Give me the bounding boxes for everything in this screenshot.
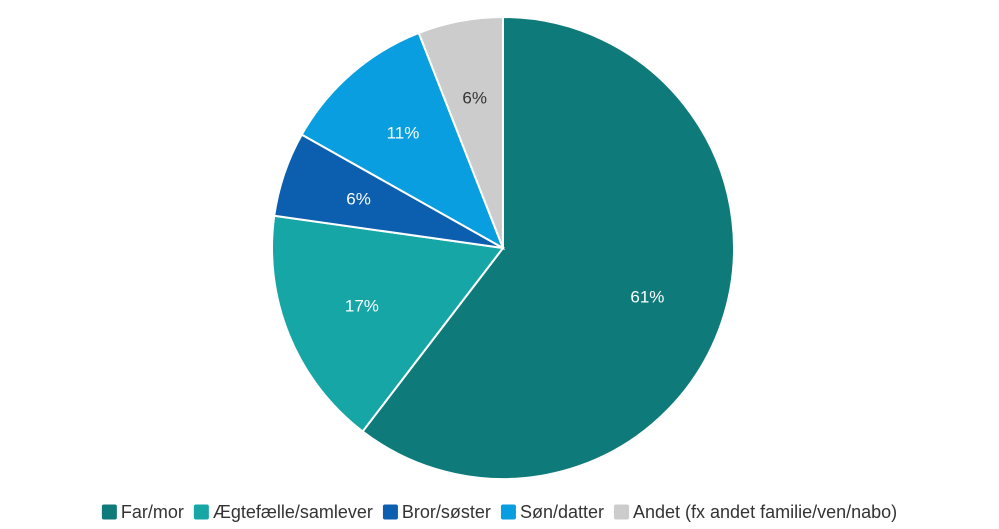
legend-swatch-bror-s-ster bbox=[382, 504, 398, 520]
legend-item-s-n-datter: Søn/datter bbox=[500, 502, 604, 522]
legend-item-andet-fx-andet-familie-ven-nabo: Andet (fx andet familie/ven/nabo) bbox=[613, 502, 897, 522]
pie-slice-gtef-lle-samlever bbox=[271, 214, 505, 433]
legend-swatch-gtef-lle-samlever bbox=[193, 504, 209, 520]
legend-item-gtef-lle-samlever: Ægtefælle/samlever bbox=[193, 502, 373, 522]
slice-label-s-n-datter: 11% bbox=[387, 123, 420, 142]
legend-item-far-mor: Far/mor bbox=[101, 502, 184, 522]
pie-slice-andet-fx-andet-familie-ven-nabo bbox=[417, 15, 504, 249]
slice-label-andet-fx-andet-familie-ven-nabo: 6% bbox=[462, 89, 487, 108]
legend-swatch-far-mor bbox=[101, 504, 117, 520]
legend-label-far-mor: Far/mor bbox=[121, 502, 184, 522]
slice-labels: 61% 17% 6% 11% 6% bbox=[345, 89, 665, 316]
slice-label-far-mor: 61% bbox=[630, 287, 664, 306]
legend-label-andet-fx-andet-familie-ven-nabo: Andet (fx andet familie/ven/nabo) bbox=[633, 502, 897, 522]
legend-swatch-s-n-datter bbox=[500, 504, 516, 520]
pie-slices bbox=[271, 15, 735, 480]
legend: Far/mor Ægtefælle/samlever Bror/søster Søn/… bbox=[101, 502, 897, 522]
pie-slice-far-mor bbox=[361, 15, 735, 480]
slice-label-bror-s-ster: 6% bbox=[346, 190, 371, 209]
legend-label-gtef-lle-samlever: Ægtefælle/samlever bbox=[213, 502, 373, 522]
legend-swatch-andet-fx-andet-familie-ven-nabo bbox=[613, 504, 629, 520]
legend-label-bror-s-ster: Bror/søster bbox=[402, 502, 491, 522]
pie-slice-s-n-datter bbox=[300, 31, 505, 251]
slice-label-gtef-lle-samlever: 17% bbox=[345, 296, 379, 315]
legend-label-s-n-datter: Søn/datter bbox=[520, 502, 604, 522]
legend-item-bror-s-ster: Bror/søster bbox=[382, 502, 491, 522]
